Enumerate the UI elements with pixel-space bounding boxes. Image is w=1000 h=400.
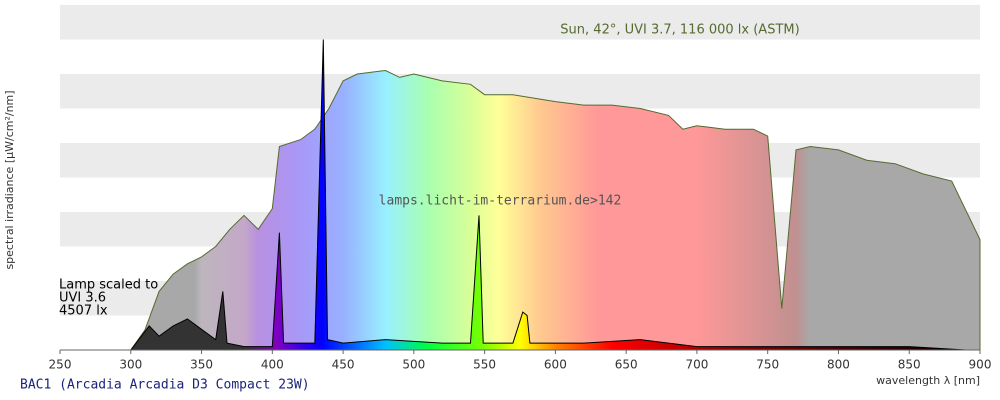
x-tick-label: 350 <box>190 358 213 372</box>
annotation: Lamp scaled to <box>59 278 158 293</box>
x-tick-label: 300 <box>119 358 142 372</box>
y-axis-label: spectral irradiance [µW/cm²/nm] <box>3 90 16 269</box>
x-tick-label: 750 <box>756 358 779 372</box>
x-tick-label: 850 <box>898 358 921 372</box>
x-axis-label: wavelength λ [nm] <box>876 374 980 387</box>
annotation: UVI 3.6 <box>59 291 106 306</box>
x-tick-label: 600 <box>544 358 567 372</box>
lamp-label: BAC1 (Arcadia Arcadia D3 Compact 23W) <box>20 378 310 393</box>
watermark: lamps.licht-im-terrarium.de>142 <box>379 194 622 209</box>
x-tick-label: 900 <box>969 358 992 372</box>
x-tick-label: 500 <box>402 358 425 372</box>
x-tick-label: 250 <box>49 358 72 372</box>
x-tick-label: 650 <box>615 358 638 372</box>
sun-label: Sun, 42°, UVI 3.7, 116 000 lx (ASTM) <box>560 23 799 38</box>
x-tick-label: 400 <box>261 358 284 372</box>
x-tick-label: 450 <box>332 358 355 372</box>
spectrum-area <box>129 69 981 351</box>
x-tick-label: 800 <box>827 358 850 372</box>
x-tick-label: 550 <box>473 358 496 372</box>
annotation: 4507 lx <box>59 304 108 319</box>
spectrum-area <box>129 39 966 351</box>
x-tick-label: 700 <box>685 358 708 372</box>
